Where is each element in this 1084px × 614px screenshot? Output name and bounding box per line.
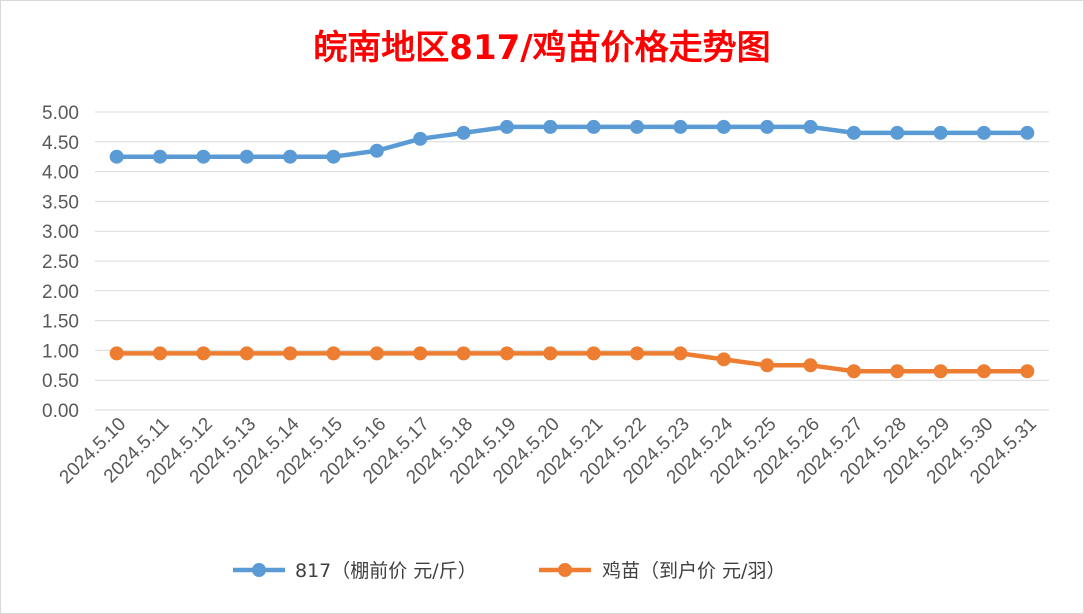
data-point [109,346,124,361]
data-point [196,346,211,361]
y-tick-label: 0.00 [42,401,79,422]
y-tick-label: 3.50 [42,192,79,213]
legend-label: 鸡苗（到户价 元/羽） [602,560,785,582]
y-tick-label: 4.00 [42,163,79,184]
data-point [239,149,254,164]
data-point [456,125,471,140]
series-line [114,124,1030,159]
data-point [196,149,211,164]
series-1 [109,119,1035,164]
series-2 [109,346,1035,379]
y-tick-label: 5.00 [42,103,79,124]
data-point [890,125,905,140]
data-point [976,125,991,140]
legend-marker [252,563,266,577]
data-point [153,346,168,361]
data-point [890,364,905,379]
data-point [369,143,384,158]
data-point [760,358,775,373]
data-point [283,149,298,164]
data-point [283,346,298,361]
legend-item-1: 817（棚前价 元/斤） [233,560,477,582]
data-point [933,125,948,140]
data-point [933,364,948,379]
legend-marker [558,563,572,577]
data-point [413,131,428,146]
data-point [760,119,775,134]
x-axis-ticks: 2024.5.102024.5.112024.5.122024.5.132024… [56,413,1041,488]
data-point [630,119,645,134]
data-point [153,149,168,164]
data-point [239,346,254,361]
data-point [109,149,124,164]
data-point [846,364,861,379]
legend: 817（棚前价 元/斤） 鸡苗（到户价 元/羽） [233,560,785,582]
data-point [846,125,861,140]
data-point [499,119,514,134]
data-point [326,346,341,361]
data-point [673,119,688,134]
y-axis-ticks: 0.00 0.50 1.00 1.50 2.00 2.50 3.00 3.50 4.00 4.50… [42,103,79,422]
data-point [543,119,558,134]
data-point [369,346,384,361]
y-tick-label: 0.50 [42,371,79,392]
legend-label: 817（棚前价 元/斤） [295,560,477,582]
data-point [630,346,645,361]
y-tick-label: 2.00 [42,282,79,303]
data-point [326,149,341,164]
series-line [114,351,1030,374]
data-point [413,346,428,361]
data-point [803,119,818,134]
chart-title: 皖南地区817/鸡苗价格走势图 [313,28,770,68]
data-point [1020,364,1035,379]
data-point [456,346,471,361]
data-point [586,346,601,361]
gridlines [95,111,1049,411]
data-point [499,346,514,361]
y-tick-label: 1.50 [42,312,79,333]
legend-item-2: 鸡苗（到户价 元/羽） [539,560,785,582]
y-tick-label: 4.50 [42,133,79,154]
data-point [673,346,688,361]
y-tick-label: 1.00 [42,341,79,362]
data-point [976,364,991,379]
data-point [803,358,818,373]
data-point [716,119,731,134]
y-tick-label: 3.00 [42,222,79,243]
data-point [543,346,558,361]
data-point [716,352,731,367]
y-tick-label: 2.50 [42,252,79,273]
data-point [1020,125,1035,140]
data-point [586,119,601,134]
series-group [109,119,1035,379]
